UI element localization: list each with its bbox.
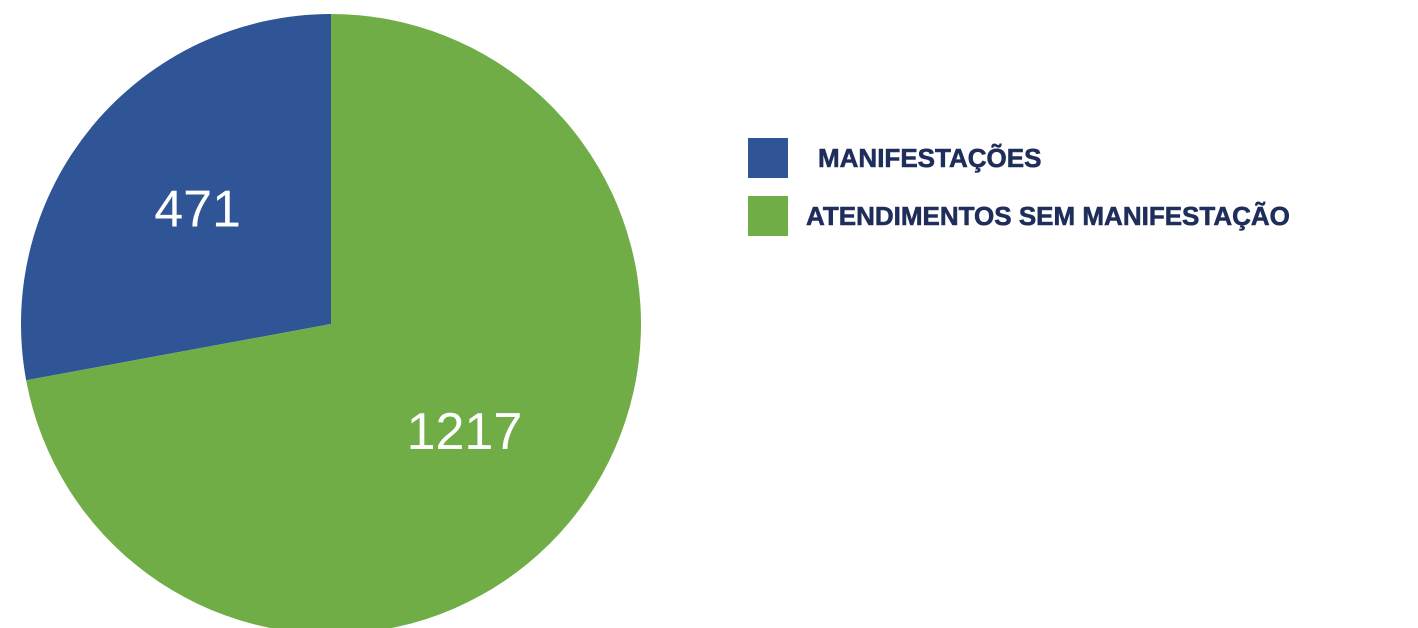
legend-swatch <box>748 138 788 178</box>
legend-label: MANIFESTAÇÕES <box>818 143 1041 173</box>
data-label: 1217 <box>407 403 523 461</box>
legend-swatch <box>748 196 788 236</box>
data-label: 471 <box>154 181 241 239</box>
legend-label: ATENDIMENTOS SEM MANIFESTAÇÃO <box>806 201 1290 231</box>
pie-slice <box>20 14 332 381</box>
pie-slice <box>26 14 641 628</box>
